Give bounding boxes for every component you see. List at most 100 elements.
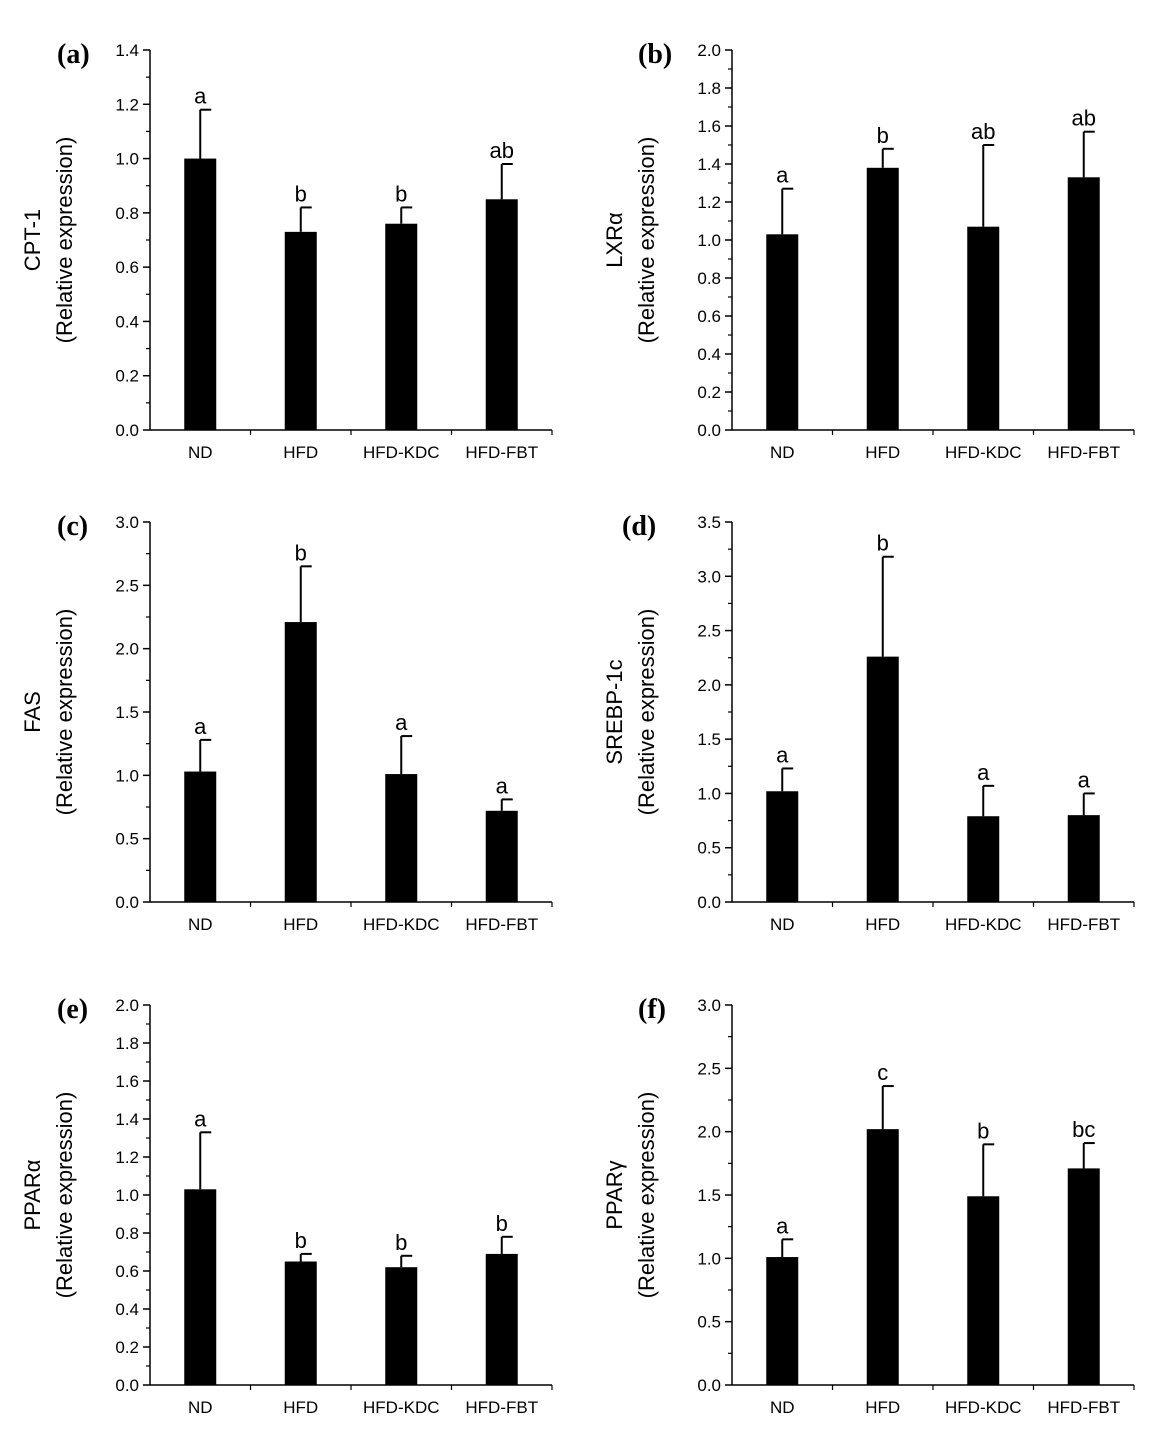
y-tick-label: 1.2 bbox=[115, 95, 139, 114]
bar bbox=[184, 1189, 217, 1385]
bar bbox=[184, 158, 217, 431]
y-tick-label: 0.6 bbox=[115, 1262, 139, 1281]
bar bbox=[967, 1196, 1000, 1385]
chart-panel-e: 0.0 0.2 0.4 0.6 0.8 1.0 1.2 1.4 1.6 1.8 2.0 a ND b HFD… bbox=[20, 994, 553, 1417]
category-label: HFD-FBT bbox=[465, 915, 538, 934]
y-axis-subtitle: (Relative expression) bbox=[634, 609, 659, 816]
significance-label: b bbox=[295, 540, 307, 565]
bar bbox=[485, 810, 518, 902]
y-tick-label: 0.0 bbox=[115, 421, 139, 440]
y-tick-label: 2.5 bbox=[115, 576, 139, 595]
y-tick-label: 1.5 bbox=[697, 1186, 721, 1205]
y-tick-label: 0.6 bbox=[115, 258, 139, 277]
y-tick-label: 3.0 bbox=[115, 513, 139, 532]
bar bbox=[385, 223, 418, 430]
category-label: HFD bbox=[865, 443, 900, 462]
significance-label: b bbox=[395, 1230, 407, 1255]
category-label: HFD bbox=[865, 1398, 900, 1417]
significance-label: b bbox=[395, 181, 407, 206]
significance-label: ab bbox=[1072, 106, 1096, 131]
bar bbox=[866, 1129, 899, 1385]
y-axis-title: SREBP-1c bbox=[602, 659, 627, 764]
y-axis-title: FAS bbox=[20, 691, 45, 733]
bar bbox=[1067, 177, 1100, 430]
y-tick-label: 0.5 bbox=[115, 830, 139, 849]
y-tick-label: 1.0 bbox=[697, 231, 721, 250]
y-axis-title: PPARγ bbox=[602, 1160, 627, 1229]
y-axis-subtitle: (Relative expression) bbox=[52, 1092, 77, 1299]
y-tick-label: 0.4 bbox=[115, 312, 139, 331]
y-tick-label: 2.0 bbox=[697, 41, 721, 60]
y-tick-label: 0.4 bbox=[115, 1300, 139, 1319]
bar bbox=[284, 1261, 317, 1385]
category-label: HFD bbox=[283, 1398, 318, 1417]
y-tick-label: 2.0 bbox=[115, 996, 139, 1015]
category-label: ND bbox=[188, 915, 213, 934]
y-tick-label: 2.5 bbox=[697, 1059, 721, 1078]
y-tick-label: 0.8 bbox=[115, 204, 139, 223]
y-tick-label: 1.2 bbox=[115, 1148, 139, 1167]
y-tick-label: 0.0 bbox=[697, 421, 721, 440]
panel-letter: (d) bbox=[622, 511, 656, 542]
y-tick-label: 0.4 bbox=[697, 345, 721, 364]
chart-panel-c: 0.0 0.5 1.0 1.5 2.0 2.5 3.0 a ND b HFD a HFD-KDC a HFD… bbox=[20, 511, 553, 934]
category-label: HFD-KDC bbox=[363, 1398, 440, 1417]
y-tick-label: 0.6 bbox=[697, 307, 721, 326]
y-tick-label: 0.2 bbox=[115, 367, 139, 386]
category-label: ND bbox=[770, 443, 795, 462]
category-label: HFD-FBT bbox=[1047, 443, 1120, 462]
bar bbox=[967, 226, 1000, 430]
y-tick-label: 0.8 bbox=[115, 1224, 139, 1243]
y-tick-label: 0.2 bbox=[697, 383, 721, 402]
significance-label: bc bbox=[1072, 1117, 1095, 1142]
significance-label: a bbox=[194, 714, 207, 739]
significance-label: a bbox=[194, 84, 207, 109]
significance-label: b bbox=[977, 1118, 989, 1143]
y-tick-label: 2.5 bbox=[697, 622, 721, 641]
bar bbox=[284, 231, 317, 430]
category-label: HFD-KDC bbox=[363, 443, 440, 462]
y-axis-subtitle: (Relative expression) bbox=[52, 137, 77, 344]
y-tick-label: 1.0 bbox=[115, 150, 139, 169]
significance-label: a bbox=[776, 1213, 789, 1238]
panel-letter: (b) bbox=[638, 39, 672, 70]
y-tick-label: 1.0 bbox=[115, 766, 139, 785]
significance-label: a bbox=[395, 710, 408, 735]
significance-label: a bbox=[977, 760, 990, 785]
y-tick-label: 3.5 bbox=[697, 513, 721, 532]
y-axis-title: LXRα bbox=[602, 212, 627, 268]
y-tick-label: 0.0 bbox=[697, 1376, 721, 1395]
significance-label: b bbox=[496, 1211, 508, 1236]
bar bbox=[385, 1267, 418, 1385]
significance-label: b bbox=[877, 531, 889, 556]
bar bbox=[766, 234, 799, 430]
significance-label: a bbox=[776, 742, 789, 767]
panel-letter: (c) bbox=[57, 511, 88, 542]
y-tick-label: 0.0 bbox=[115, 1376, 139, 1395]
y-tick-label: 1.4 bbox=[697, 155, 721, 174]
bar bbox=[385, 774, 418, 902]
bar bbox=[1067, 1168, 1100, 1385]
y-tick-label: 2.0 bbox=[697, 676, 721, 695]
bar bbox=[485, 1253, 518, 1385]
y-tick-label: 0.5 bbox=[697, 1313, 721, 1332]
y-tick-label: 0.0 bbox=[115, 893, 139, 912]
panel-letter: (e) bbox=[57, 994, 88, 1025]
y-tick-label: 1.0 bbox=[697, 784, 721, 803]
bar bbox=[1067, 815, 1100, 902]
y-tick-label: 1.0 bbox=[115, 1186, 139, 1205]
y-tick-label: 1.6 bbox=[115, 1072, 139, 1091]
category-label: ND bbox=[770, 1398, 795, 1417]
bar bbox=[766, 791, 799, 902]
y-tick-label: 3.0 bbox=[697, 567, 721, 586]
category-label: ND bbox=[770, 915, 795, 934]
y-tick-label: 0.2 bbox=[115, 1338, 139, 1357]
significance-label: b bbox=[877, 123, 889, 148]
significance-label: a bbox=[496, 773, 509, 798]
y-tick-label: 0.8 bbox=[697, 269, 721, 288]
y-tick-label: 2.0 bbox=[115, 640, 139, 659]
y-tick-label: 1.5 bbox=[697, 730, 721, 749]
significance-label: b bbox=[295, 181, 307, 206]
y-axis-subtitle: (Relative expression) bbox=[52, 609, 77, 816]
y-tick-label: 0.0 bbox=[697, 893, 721, 912]
